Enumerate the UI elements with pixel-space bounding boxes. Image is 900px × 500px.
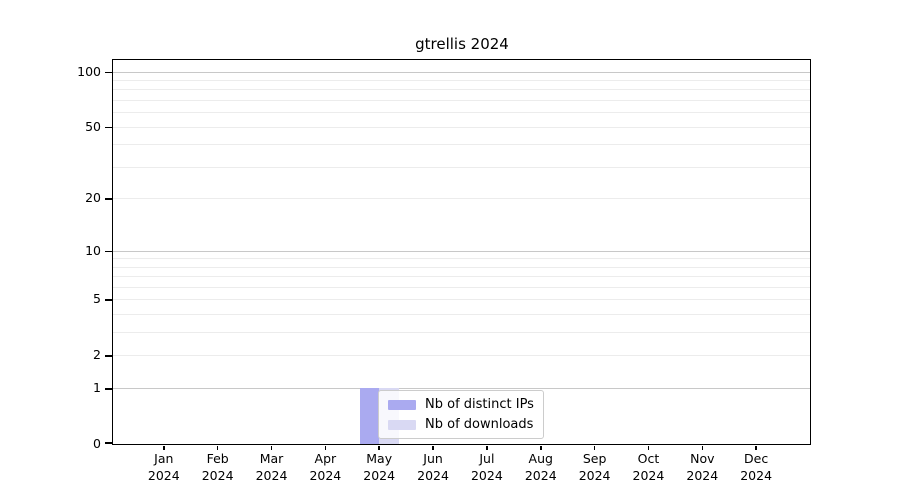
x-tick-mark [432, 445, 434, 450]
x-tick-year: 2024 [632, 467, 665, 483]
x-tick-month: Oct [637, 451, 660, 466]
x-tick-mark [540, 445, 542, 450]
x-tick-mark [755, 445, 757, 450]
legend-label-distinct-ips: Nb of distinct IPs [425, 397, 534, 412]
x-tick-mark [701, 445, 704, 450]
legend-swatch-distinct-ips [388, 399, 416, 410]
y-tick-mark [105, 126, 112, 129]
bar-distinct-ips [359, 388, 380, 444]
x-tick-label: Apr 2024 [293, 451, 357, 484]
x-tick-mark [486, 445, 488, 450]
x-tick-mark [216, 445, 219, 450]
legend-label-downloads: Nb of downloads [425, 417, 534, 432]
gridline-minor [113, 112, 810, 114]
x-tick-month: Jan [154, 451, 174, 466]
y-tick-label: 10 [85, 242, 101, 258]
x-tick-mark [593, 445, 596, 450]
x-tick-year: 2024 [470, 467, 503, 483]
x-tick-month: May [366, 451, 393, 466]
x-tick-label: Dec 2024 [724, 451, 788, 484]
gridline-minor [113, 100, 810, 102]
x-tick-year: 2024 [524, 467, 557, 483]
gridline-minor [113, 332, 810, 334]
x-tick-label: Sep 2024 [563, 451, 627, 484]
x-tick-label: Feb 2024 [186, 451, 250, 484]
x-tick-mark [378, 445, 380, 450]
legend-item-distinct-ips: Nb of distinct IPs [388, 397, 534, 412]
gridline-minor [113, 314, 810, 316]
x-tick-mark [324, 445, 327, 450]
gridline-minor [113, 299, 810, 301]
y-tick-label: 0 [93, 436, 101, 451]
x-tick-year: 2024 [255, 467, 288, 483]
gridline-minor [113, 258, 810, 260]
x-tick-month: Feb [206, 451, 229, 466]
x-tick-mark [270, 445, 273, 450]
x-tick-year: 2024 [201, 467, 234, 483]
x-tick-month: Jun [423, 451, 443, 466]
y-tick-mark [105, 250, 112, 252]
y-tick-mark [105, 71, 112, 74]
y-tick-label: 20 [85, 190, 101, 206]
x-tick-month: Aug [528, 451, 553, 466]
x-tick-label: May 2024 [347, 451, 411, 484]
x-tick-month: Sep [582, 451, 607, 466]
gridline-minor [113, 286, 810, 288]
x-tick-year: 2024 [686, 467, 719, 483]
x-tick-year: 2024 [309, 467, 342, 483]
x-tick-year: 2024 [417, 467, 449, 483]
x-tick-year: 2024 [578, 467, 611, 483]
legend: Nb of distinct IPs Nb of downloads [378, 390, 544, 439]
chart-title: gtrellis 2024 [415, 35, 509, 53]
y-tick-mark [105, 198, 112, 200]
gridline-minor [113, 89, 810, 91]
x-tick-label: Jan 2024 [132, 451, 196, 484]
y-tick-mark [105, 299, 112, 301]
y-tick-mark [105, 442, 112, 444]
x-tick-label: Jul 2024 [455, 451, 519, 484]
y-tick-mark [105, 355, 112, 357]
y-tick-label: 1 [93, 380, 101, 396]
x-tick-month: Jul [479, 451, 495, 466]
x-tick-month: Mar [259, 451, 284, 466]
gridline-minor [113, 80, 810, 81]
y-tick-label: 2 [93, 347, 101, 363]
gridline-major [113, 250, 810, 252]
plot-area: 0 1 2 5 10 20 50 100 Jan 2024 Feb 2024 Mar 2024 Apr 202… [77, 59, 811, 483]
x-tick-month: Dec [744, 451, 769, 466]
x-tick-year: 2024 [740, 467, 773, 483]
gridline-minor [113, 198, 810, 200]
x-tick-year: 2024 [147, 467, 180, 483]
gridline-minor [113, 126, 810, 128]
gridline-minor [113, 166, 810, 168]
gridline-minor [113, 355, 810, 357]
x-tick-year: 2024 [363, 467, 396, 483]
x-tick-label: Aug 2024 [509, 451, 573, 484]
x-tick-label: Jun 2024 [401, 451, 465, 484]
x-tick-month: Apr [314, 451, 337, 466]
gridline-minor [113, 266, 810, 268]
x-tick-month: Nov [690, 451, 715, 466]
gridline-major [113, 388, 810, 390]
gridline-minor [113, 276, 810, 278]
gridline-major [113, 71, 810, 73]
y-tick-label: 50 [85, 118, 101, 134]
legend-item-downloads: Nb of downloads [388, 417, 534, 432]
x-tick-label: Mar 2024 [240, 451, 304, 484]
legend-swatch-downloads [388, 419, 416, 430]
y-tick-mark [105, 388, 112, 390]
y-tick-label: 100 [77, 63, 101, 79]
gridline-minor [113, 144, 810, 146]
y-tick-label: 5 [93, 291, 101, 307]
x-tick-label: Nov 2024 [670, 451, 734, 484]
x-tick-mark [647, 445, 650, 450]
x-tick-label: Oct 2024 [616, 451, 680, 484]
x-tick-mark [163, 445, 165, 450]
